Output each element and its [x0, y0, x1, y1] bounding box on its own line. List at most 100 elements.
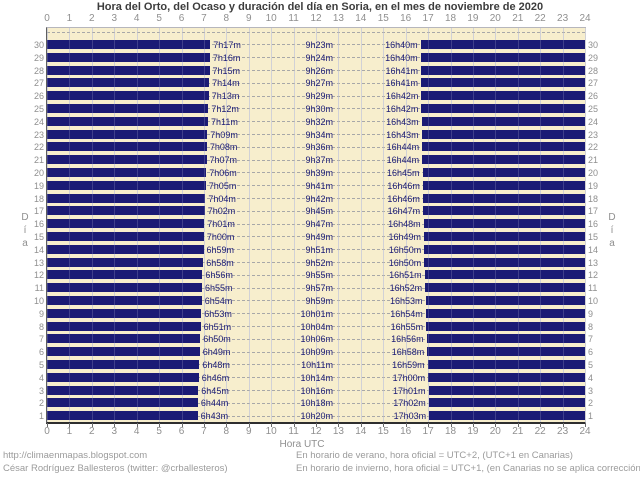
sunset-label: 16h41m [385, 65, 418, 76]
sunset-label: 16h46m [387, 180, 420, 191]
sunrise-label: 6h56m [205, 270, 233, 281]
duration-label: 10h14m [300, 372, 333, 383]
day-number-left: 6 [38, 347, 44, 358]
night-bar-right [420, 39, 585, 49]
night-bar-left [47, 347, 200, 357]
day-number-right: 20 [588, 167, 599, 178]
day-number-left: 20 [33, 167, 44, 178]
hour-gridline-overlay [92, 28, 93, 422]
hour-gridline-overlay [294, 28, 295, 422]
x-tick-label-bottom: 17 [422, 426, 434, 437]
x-tick-label-bottom: 2 [89, 426, 95, 437]
x-tick-mark [428, 423, 429, 427]
duration-label: 9h59m [305, 295, 333, 306]
x-tick-mark [406, 423, 407, 427]
hour-gridline-overlay [204, 28, 205, 422]
sunrise-label: 7h11m [211, 116, 238, 127]
day-number-left: 19 [33, 180, 44, 191]
hour-gridline-overlay [226, 28, 227, 422]
sunrise-label: 7h08m [209, 142, 238, 153]
x-tick-label-bottom: 1 [66, 426, 73, 437]
night-bar-left [47, 142, 207, 152]
night-bar-right [424, 244, 585, 254]
sunset-label: 16h52m [389, 283, 423, 294]
sunset-label: 16h42m [385, 103, 419, 114]
hour-gridline-overlay [271, 28, 272, 422]
day-number-right: 13 [588, 257, 599, 268]
night-bar-right [421, 91, 585, 101]
night-bar-right [428, 398, 585, 408]
day-number-right: 17 [588, 206, 599, 217]
duration-label: 9h49m [305, 231, 333, 242]
duration-label: 10h04m [300, 321, 333, 332]
x-tick-mark [361, 423, 362, 427]
sunrise-label: 6h55m [205, 283, 233, 294]
row-gridline [47, 390, 585, 391]
day-number-right: 26 [588, 91, 599, 102]
row-gridline [47, 185, 585, 187]
duration-label: 9h55m [305, 270, 333, 281]
duration-label: 9h36m [305, 142, 333, 153]
row-gridline [47, 415, 585, 417]
day-number-left: 16 [33, 219, 44, 230]
night-bar-left [47, 308, 202, 318]
sunrise-label: 7h15m [212, 65, 241, 76]
duration-label: 9h51m [305, 244, 333, 255]
x-tick-mark [92, 423, 93, 427]
night-bar-right [428, 372, 585, 382]
sunset-label: 17h02m [393, 398, 426, 409]
row-gridline [47, 287, 585, 289]
night-bar-right [425, 283, 585, 293]
day-number-left: 8 [38, 321, 44, 332]
night-bar-right [427, 347, 585, 357]
x-tick-label-top: 22 [534, 13, 546, 24]
sunrise-label: 7h17m [213, 39, 241, 50]
night-bar-left [47, 167, 207, 177]
night-bar-right [425, 295, 585, 305]
sunrise-label: 6h50m [203, 334, 231, 345]
sunrise-label: 6h46m [201, 372, 230, 383]
day-number-right: 23 [588, 129, 599, 140]
hour-gridline [585, 28, 586, 422]
day-number-right: 7 [588, 334, 594, 345]
plot-area: 7h17m 9h23m 16h40m 7h16m 9h24m 16h40m 7h15m 9h2… [46, 27, 586, 424]
sunset-label: 16h43m [386, 116, 419, 127]
night-bar-right [426, 321, 585, 331]
sunrise-label: 6h51m [203, 321, 232, 332]
sunrise-label: 6h44m [200, 398, 229, 409]
night-bar-right [424, 257, 585, 267]
day-number-right: 18 [588, 193, 599, 204]
day-number-right: 14 [588, 244, 599, 255]
day-number-right: 2 [588, 398, 594, 409]
row-gridline [47, 326, 585, 327]
night-bar-right [423, 206, 585, 216]
x-tick-label-bottom: 21 [512, 426, 524, 437]
day-number-left: 27 [33, 78, 44, 89]
x-tick-label-bottom: 9 [246, 426, 252, 437]
x-tick-label-top: 11 [288, 13, 299, 24]
x-tick-label-top: 17 [422, 13, 434, 24]
hour-gridline [338, 28, 339, 422]
night-bar-right [421, 129, 585, 139]
x-tick-label-top: 13 [332, 13, 344, 24]
row-gridline [47, 57, 585, 59]
row-gridline [47, 223, 585, 225]
sunset-label: 16h55m [390, 321, 424, 332]
sunset-label: 16h59m [392, 359, 425, 370]
duration-label: 9h41m [305, 180, 333, 191]
day-number-left: 1 [38, 411, 44, 422]
night-bar-right [421, 116, 585, 126]
day-number-right: 24 [588, 116, 599, 127]
day-number-left: 3 [38, 385, 44, 396]
row-gridline [47, 210, 585, 212]
sunrise-label: 7h05m [208, 180, 237, 191]
sunrise-label: 7h12m [211, 103, 239, 114]
day-number-left: 12 [33, 270, 44, 281]
hour-gridline-overlay [361, 28, 362, 422]
day-number-right: 29 [588, 52, 599, 63]
night-bar-left [47, 257, 204, 267]
sunrise-label: 6h54m [204, 295, 233, 306]
row-gridline [47, 70, 585, 71]
night-bar-left [47, 91, 209, 101]
duration-label: 10h20m [300, 411, 333, 422]
